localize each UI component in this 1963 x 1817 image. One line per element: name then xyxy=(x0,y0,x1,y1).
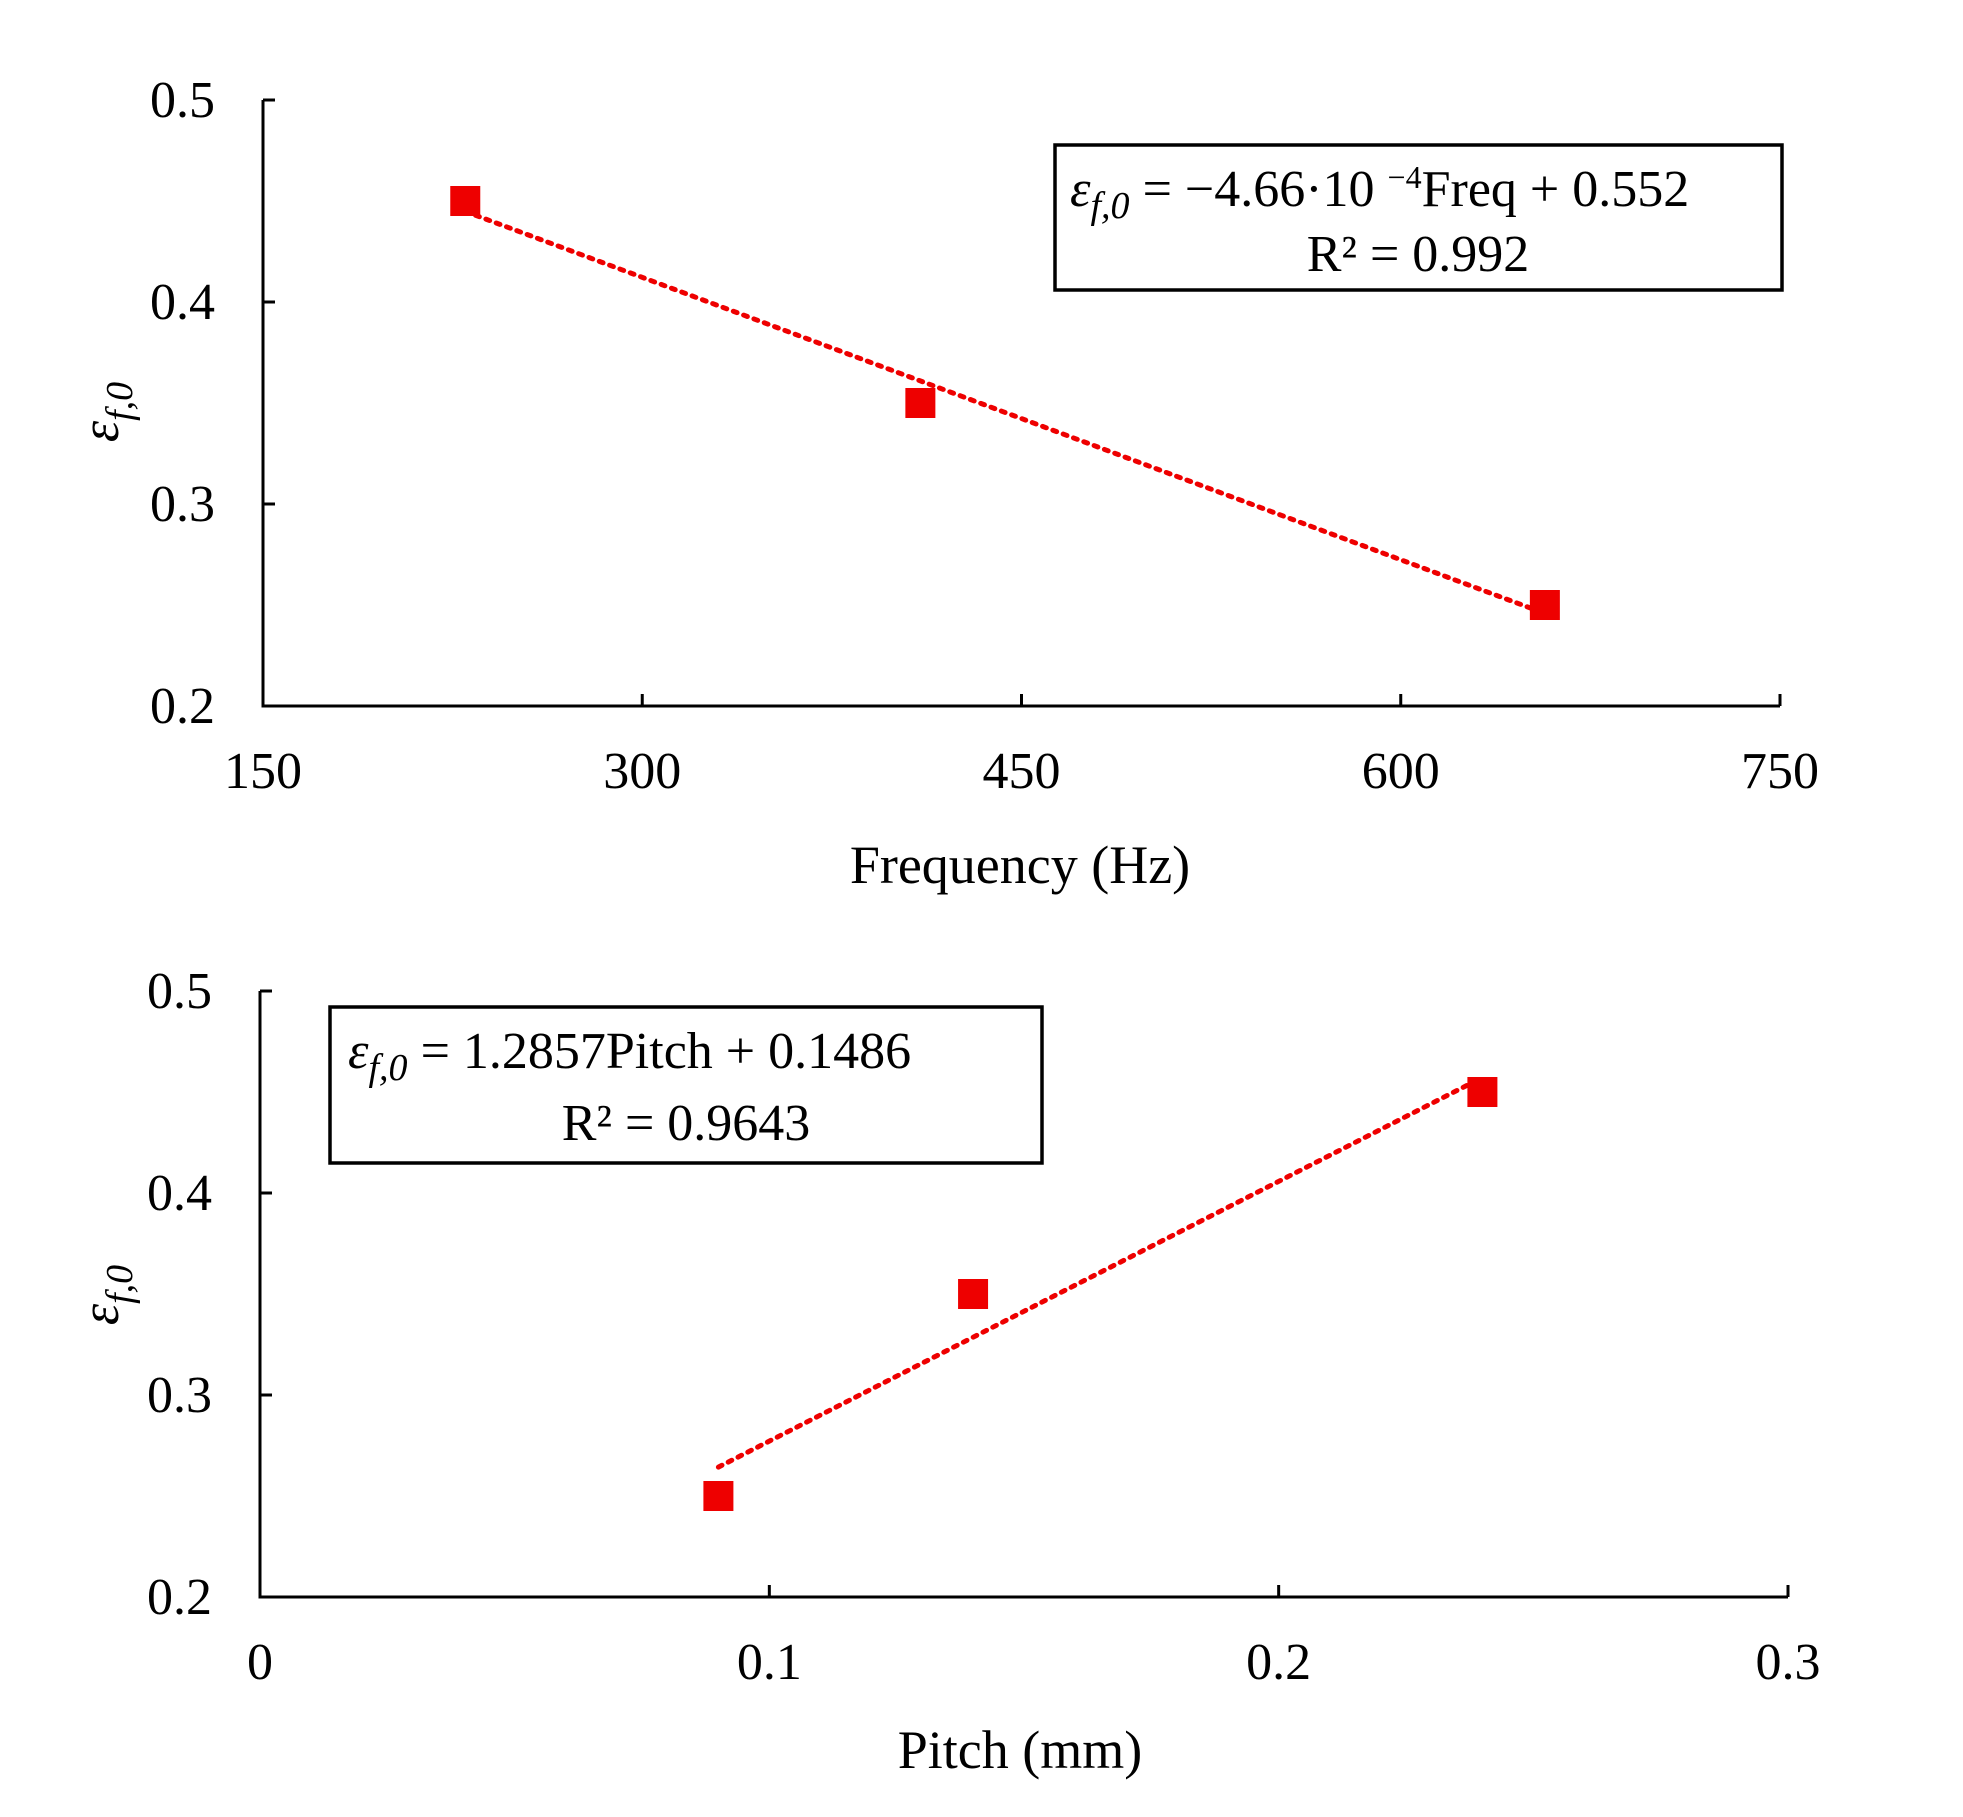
equation-rhs-prefix: = −4.66·10 xyxy=(1130,161,1388,218)
frequency-chart: 0.2 0.3 0.4 0.5 150 300 450 600 750 Frequency (… xyxy=(70,72,1819,895)
data-point-marker xyxy=(905,388,936,418)
y-axis-title: εf,0 xyxy=(70,382,141,442)
x-axis-ticks: 0 0.1 0.2 0.3 xyxy=(247,1585,1821,1691)
x-axis-title: Pitch (mm) xyxy=(898,1720,1142,1780)
data-point-marker xyxy=(703,1481,734,1511)
data-points xyxy=(703,1077,1498,1511)
r-squared-text: R² = 0.992 xyxy=(1307,226,1530,283)
trendline xyxy=(715,1075,1485,1470)
data-points xyxy=(450,186,1560,620)
x-tick-label: 150 xyxy=(224,743,302,800)
equation-box: εf,0 = −4.66·10 −4Freq + 0.552 R² = 0.99… xyxy=(1053,143,1784,292)
equation-rhs-suffix: Freq + 0.552 xyxy=(1422,161,1690,218)
y-axis-ticks: 0.2 0.3 0.4 0.5 xyxy=(150,72,275,735)
y-tick-label: 0.4 xyxy=(150,274,215,331)
axes xyxy=(261,100,1780,708)
equation-text: εf,0 = 1.2857Pitch + 0.1486 xyxy=(348,1023,911,1089)
x-tick-label: 600 xyxy=(1362,743,1440,800)
y-tick-label: 0.3 xyxy=(147,1367,212,1424)
y-tick-label: 0.5 xyxy=(150,72,215,129)
y-tick-label: 0.5 xyxy=(147,963,212,1020)
equation-rhs-prefix: = 1.2857Pitch + 0.1486 xyxy=(408,1023,912,1080)
x-tick-label: 0 xyxy=(247,1634,273,1691)
equation-frame xyxy=(328,1005,1044,1165)
axes xyxy=(258,991,1788,1599)
x-axis-ticks: 150 300 450 600 750 xyxy=(224,694,1819,800)
equation-text: εf,0 = −4.66·10 −4Freq + 0.552 xyxy=(1070,159,1689,227)
x-tick-label: 300 xyxy=(603,743,681,800)
y-tick-label: 0.2 xyxy=(147,1569,212,1626)
pitch-chart: 0.2 0.3 0.4 0.5 0 0.1 0.2 0.3 Pitch (mm) εf,0 … xyxy=(70,963,1821,1780)
x-tick-label: 0.2 xyxy=(1246,1634,1311,1691)
y-axis-ticks: 0.2 0.3 0.4 0.5 xyxy=(147,963,272,1626)
y-axis-symbol: ε xyxy=(70,420,130,442)
r-squared-text: R² = 0.9643 xyxy=(562,1095,811,1152)
y-axis-subscript: f,0 xyxy=(99,1265,141,1304)
y-axis-title: εf,0 xyxy=(70,1265,141,1325)
data-point-marker xyxy=(1529,590,1560,620)
x-tick-label: 0.1 xyxy=(737,1634,802,1691)
equation-frame xyxy=(1053,143,1784,292)
trendline xyxy=(462,208,1548,616)
x-axis-title: Frequency (Hz) xyxy=(850,835,1190,895)
x-tick-label: 750 xyxy=(1741,743,1819,800)
equation-subscript: f,0 xyxy=(369,1047,408,1089)
y-axis-subscript: f,0 xyxy=(99,382,141,421)
x-tick-label: 0.3 xyxy=(1756,1634,1821,1691)
equation-box: εf,0 = 1.2857Pitch + 0.1486 R² = 0.9643 xyxy=(328,1005,1044,1165)
x-tick-label: 450 xyxy=(983,743,1061,800)
equation-symbol: ε xyxy=(348,1023,369,1080)
data-point-marker xyxy=(1467,1077,1498,1107)
y-tick-label: 0.4 xyxy=(147,1165,212,1222)
equation-symbol: ε xyxy=(1070,161,1091,218)
y-tick-label: 0.3 xyxy=(150,476,215,533)
y-axis-symbol: ε xyxy=(70,1303,130,1325)
y-tick-label: 0.2 xyxy=(150,678,215,735)
equation-subscript: f,0 xyxy=(1091,185,1130,227)
data-point-marker xyxy=(450,186,481,216)
data-point-marker xyxy=(958,1279,989,1309)
equation-exponent: −4 xyxy=(1388,159,1422,195)
